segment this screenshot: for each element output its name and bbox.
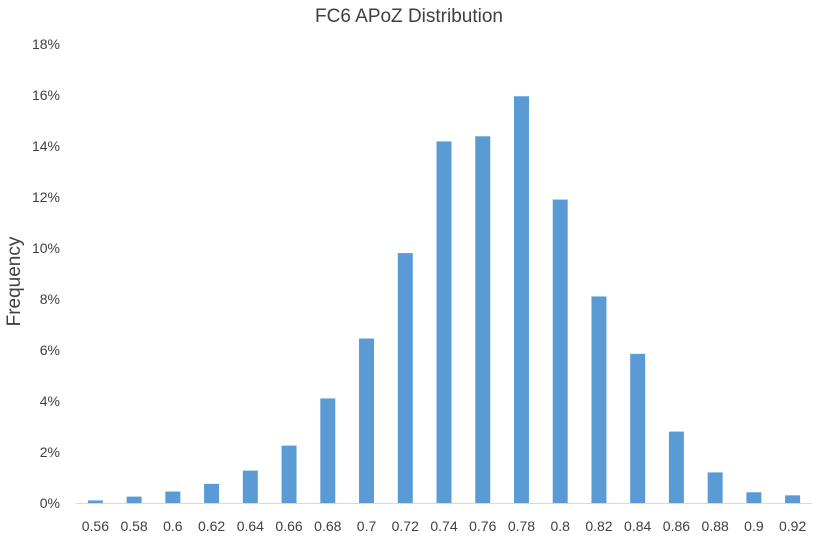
y-tick-label: 14% [32, 138, 60, 154]
x-tick-label: 0.66 [275, 518, 302, 534]
bar [165, 491, 181, 503]
bar [746, 492, 762, 503]
x-tick-label: 0.84 [624, 518, 651, 534]
bars [87, 96, 801, 504]
bar [668, 431, 684, 503]
y-tick-label: 16% [32, 87, 60, 103]
bar [785, 495, 801, 503]
bar [204, 483, 220, 503]
x-axis-ticks: 0.56 0.58 0.6 0.62 0.64 0.66 0.68 0.7 0.72 0.74 0.… [82, 518, 807, 534]
bar [591, 296, 607, 503]
x-tick-label: 0.74 [430, 518, 457, 534]
bar [126, 496, 142, 503]
x-tick-label: 0.64 [237, 518, 264, 534]
x-tick-label: 0.58 [120, 518, 147, 534]
bar [436, 141, 452, 503]
y-tick-label: 4% [40, 393, 60, 409]
x-tick-label: 0.88 [702, 518, 729, 534]
x-tick-label: 0.68 [314, 518, 341, 534]
bar [513, 96, 529, 504]
x-tick-label: 0.76 [469, 518, 496, 534]
bar [359, 338, 375, 503]
x-tick-label: 0.78 [508, 518, 535, 534]
x-tick-label: 0.82 [585, 518, 612, 534]
y-tick-label: 6% [40, 342, 60, 358]
y-tick-label: 8% [40, 291, 60, 307]
x-tick-label: 0.92 [779, 518, 806, 534]
y-tick-label: 0% [40, 495, 60, 511]
y-axis-label: Frequency [4, 236, 25, 326]
x-tick-label: 0.7 [357, 518, 377, 534]
y-tick-label: 2% [40, 444, 60, 460]
bar [242, 470, 258, 503]
y-axis-ticks: 0% 2% 4% 6% 8% 10% 12% 14% 16% 18% [32, 36, 60, 511]
x-tick-label: 0.9 [744, 518, 764, 534]
bar [707, 472, 723, 503]
bar [475, 136, 491, 503]
bar [630, 353, 646, 503]
chart-title: FC6 APoZ Distribution [315, 6, 503, 27]
x-tick-label: 0.86 [663, 518, 690, 534]
bar [397, 253, 413, 503]
bar [87, 500, 103, 503]
bar [552, 199, 568, 504]
bar [281, 445, 297, 503]
x-tick-label: 0.62 [198, 518, 225, 534]
bar [320, 398, 336, 503]
y-tick-label: 10% [32, 240, 60, 256]
x-tick-label: 0.56 [82, 518, 109, 534]
x-tick-label: 0.8 [550, 518, 570, 534]
y-tick-label: 12% [32, 189, 60, 205]
y-tick-label: 18% [32, 36, 60, 52]
x-tick-label: 0.6 [163, 518, 183, 534]
x-tick-label: 0.72 [392, 518, 419, 534]
